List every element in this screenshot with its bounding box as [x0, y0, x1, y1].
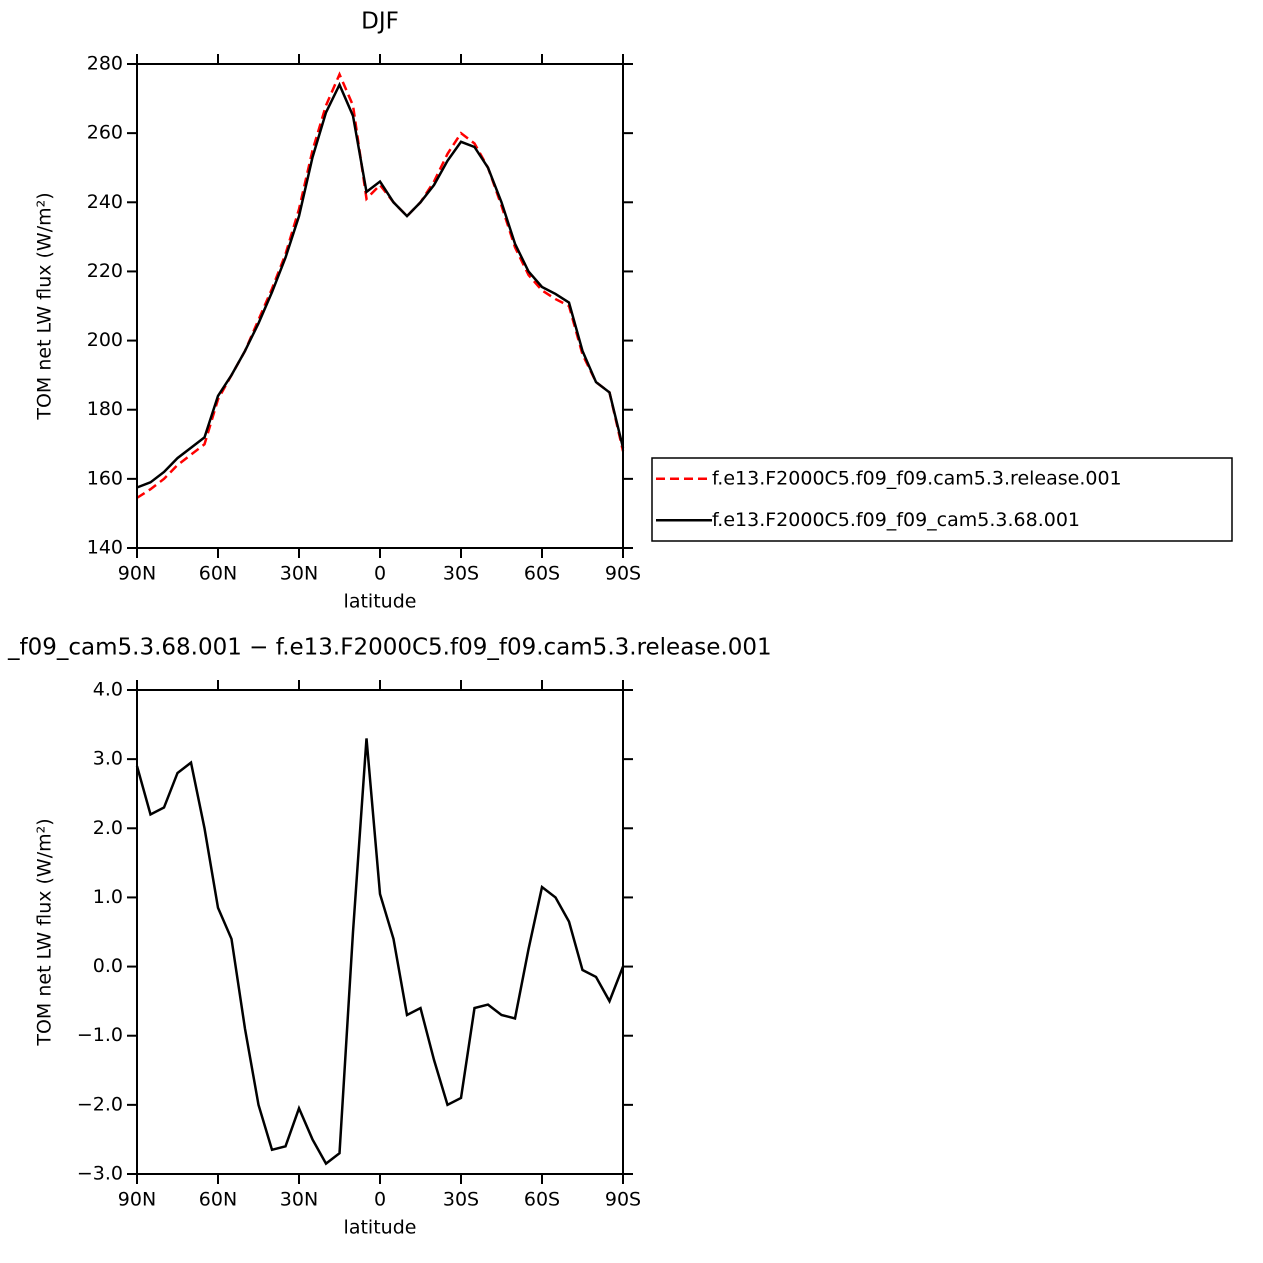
x-tick-label: 90N	[118, 1189, 156, 1211]
x-tick-label: 30S	[443, 563, 479, 585]
x-tick-label: 0	[374, 1189, 386, 1211]
x-tick-label: 60S	[524, 563, 560, 585]
x-axis-label: latitude	[344, 1217, 417, 1239]
x-tick-label: 30N	[280, 1189, 318, 1211]
data-line	[136, 71, 625, 499]
data-line	[136, 81, 625, 489]
x-tick-label: 60S	[524, 1189, 560, 1211]
plot-frame	[136, 689, 624, 1175]
y-tick-label: 220	[87, 260, 123, 282]
x-tick-label: 60N	[199, 1189, 237, 1211]
plot-frame	[136, 63, 624, 549]
x-tick-label: 90S	[605, 563, 641, 585]
x-axis-label: latitude	[344, 591, 417, 613]
x-tick-label: 30S	[443, 1189, 479, 1211]
y-tick-label: 200	[87, 329, 123, 351]
chart-title: DJF	[361, 9, 399, 35]
y-tick-label: −1.0	[77, 1024, 123, 1046]
legend-label: f.e13.F2000C5.f09_f09.cam5.3.release.001	[712, 467, 1122, 489]
y-tick-label: −2.0	[77, 1093, 123, 1115]
x-tick-label: 90S	[605, 1189, 641, 1211]
y-tick-label: 180	[87, 398, 123, 420]
y-tick-label: 1.0	[93, 886, 123, 908]
y-tick-label: 140	[87, 537, 123, 559]
x-tick-label: 60N	[199, 563, 237, 585]
data-line	[135, 738, 625, 1166]
y-tick-label: 4.0	[93, 679, 123, 701]
y-tick-label: 160	[87, 467, 123, 489]
legend-label: f.e13.F2000C5.f09_f09_cam5.3.68.001	[712, 509, 1080, 531]
y-tick-label: 0.0	[93, 955, 123, 977]
y-tick-label: −3.0	[77, 1163, 123, 1185]
y-tick-label: 240	[87, 191, 123, 213]
legend-box	[651, 457, 1233, 542]
x-tick-label: 90N	[118, 563, 156, 585]
y-axis-label: TOM net LW flux (W/m²)	[34, 192, 56, 420]
y-tick-label: 2.0	[93, 817, 123, 839]
x-tick-label: 0	[374, 563, 386, 585]
y-tick-label: 260	[87, 122, 123, 144]
y-axis-label: TOM net LW flux (W/m²)	[34, 818, 56, 1046]
y-tick-label: 3.0	[93, 748, 123, 770]
y-tick-label: 280	[87, 53, 123, 75]
chart-title: _f09_cam5.3.68.001 − f.e13.F2000C5.f09_f…	[7, 635, 772, 661]
x-tick-label: 30N	[280, 563, 318, 585]
